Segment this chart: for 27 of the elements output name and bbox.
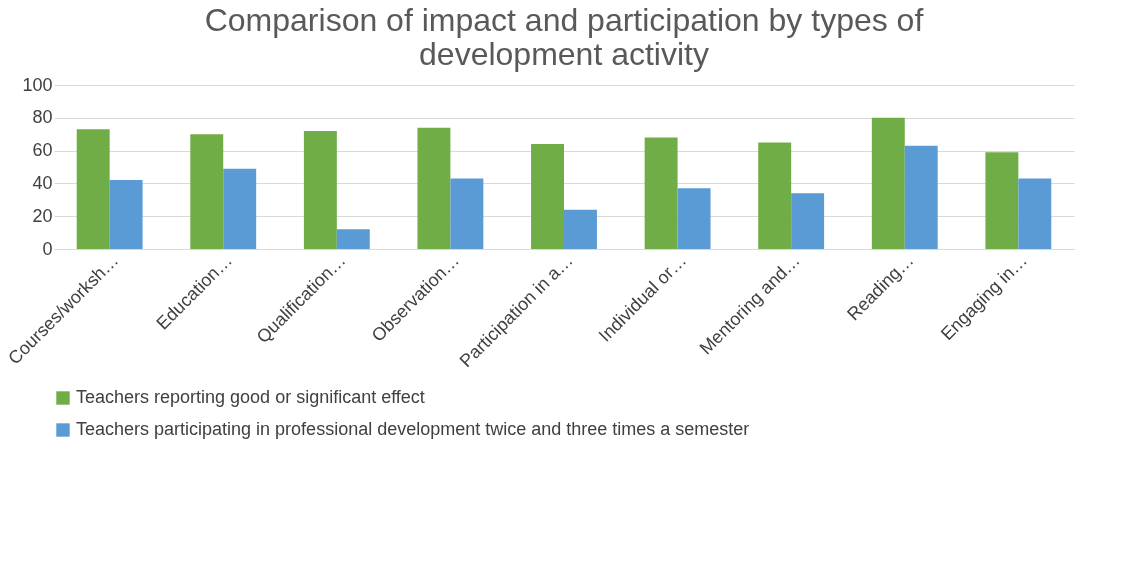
y-tick-label: 100	[22, 74, 53, 95]
bar	[1018, 178, 1052, 249]
chart-title: Comparison of impact and participation by types of development activity	[204, 2, 924, 72]
legend-label: Teachers participating in professional development twice and three times a semester	[76, 419, 750, 439]
bar	[190, 134, 224, 249]
bar	[450, 178, 484, 249]
legend-label: Teachers reporting good or significant effect	[76, 387, 425, 407]
bar	[564, 209, 597, 249]
bar	[677, 188, 711, 249]
bar	[531, 144, 564, 249]
bar	[791, 193, 825, 249]
bar	[303, 130, 337, 249]
bar	[336, 229, 370, 249]
bar	[758, 142, 792, 249]
y-tick-label: 20	[32, 205, 53, 226]
y-tick-label: 80	[32, 107, 53, 128]
bar	[644, 137, 678, 249]
bar	[871, 117, 905, 249]
y-tick-label: 60	[32, 140, 53, 161]
y-tick-label: 40	[32, 172, 53, 193]
bar	[417, 127, 451, 249]
bar	[223, 168, 257, 249]
bar	[76, 129, 110, 249]
y-tick-label: 0	[42, 238, 53, 259]
bar	[904, 145, 938, 249]
bar	[985, 152, 1019, 249]
bar	[109, 180, 143, 249]
